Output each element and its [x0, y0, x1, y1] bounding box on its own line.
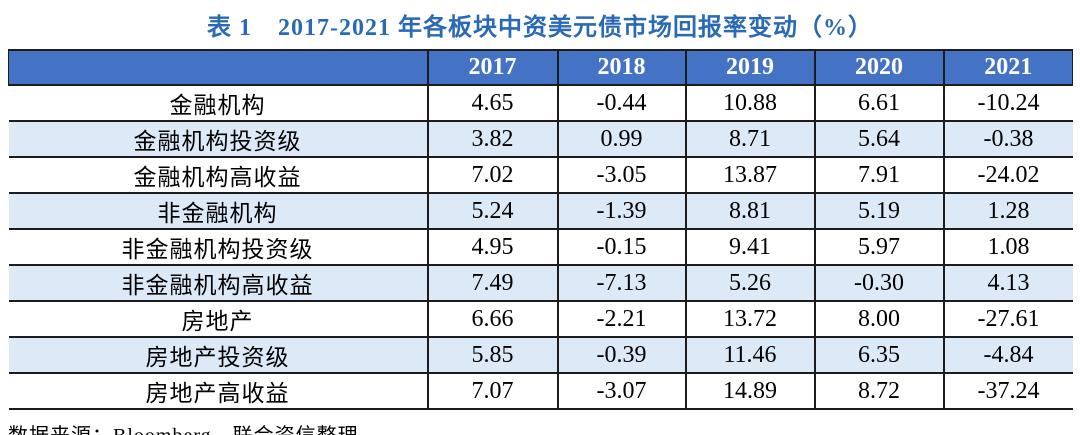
cell-value: 9.41 [684, 228, 815, 266]
cell-value: 7.91 [813, 156, 944, 194]
row-label: 金融机构 [8, 84, 428, 122]
cell-value: 6.35 [813, 336, 944, 374]
page: 表 1 2017-2021 年各板块中资美元债市场回报率变动（%） 2017 20… [0, 7, 1080, 435]
cell-value: -0.38 [942, 120, 1073, 158]
cell-value: 14.89 [684, 372, 815, 410]
header-year-2020: 2020 [813, 49, 944, 86]
table-row: 金融机构高收益 7.02 -3.05 13.87 7.91 -24.02 [8, 156, 1073, 194]
table-row: 金融机构投资级 3.82 0.99 8.71 5.64 -0.38 [8, 120, 1073, 158]
cell-value: 6.66 [426, 300, 558, 338]
header-corner-cell [8, 49, 428, 86]
cell-value: 7.49 [426, 264, 558, 302]
cell-value: 3.82 [426, 120, 558, 158]
row-label: 金融机构投资级 [8, 120, 428, 158]
data-source: 数据来源：Bloomberg，联合资信整理 [8, 419, 1080, 435]
cell-value: -10.24 [942, 84, 1073, 122]
cell-value: 4.65 [426, 84, 558, 122]
table-row: 房地产高收益 7.07 -3.07 14.89 8.72 -37.24 [8, 372, 1073, 410]
cell-value: 5.19 [813, 192, 944, 230]
cell-value: 5.64 [813, 120, 944, 158]
cell-value: 7.07 [426, 372, 558, 410]
row-label: 房地产投资级 [8, 336, 428, 374]
table-number: 表 1 [207, 15, 252, 41]
row-label: 非金融机构高收益 [8, 264, 428, 302]
cell-value: -24.02 [942, 156, 1073, 194]
cell-value: 8.00 [813, 300, 944, 338]
cell-value: 4.13 [942, 264, 1073, 302]
cell-value: -37.24 [942, 372, 1073, 410]
cell-value: 1.08 [942, 228, 1073, 266]
header-year-2021: 2021 [942, 49, 1073, 86]
cell-value: -3.07 [556, 372, 686, 410]
table-row: 金融机构 4.65 -0.44 10.88 6.61 -10.24 [8, 84, 1073, 122]
cell-value: -2.21 [556, 300, 686, 338]
table-header: 2017 2018 2019 2020 2021 [8, 49, 1073, 86]
cell-value: 13.87 [684, 156, 815, 194]
returns-table: 2017 2018 2019 2020 2021 金融机构 4.65 -0.44 10… [8, 49, 1073, 410]
table-title-text: 2017-2021 年各板块中资美元债市场回报率变动（%） [278, 15, 873, 41]
cell-value: 5.97 [813, 228, 944, 266]
cell-value: -7.13 [556, 264, 686, 302]
cell-value: -0.39 [556, 336, 686, 374]
table-row: 房地产 6.66 -2.21 13.72 8.00 -27.61 [8, 300, 1073, 338]
cell-value: 13.72 [684, 300, 815, 338]
table-body: 金融机构 4.65 -0.44 10.88 6.61 -10.24 金融机构投资级 3.82 0… [8, 84, 1073, 410]
table-row: 房地产投资级 5.85 -0.39 11.46 6.35 -4.84 [8, 336, 1073, 374]
header-row: 2017 2018 2019 2020 2021 [8, 49, 1073, 86]
row-label: 房地产高收益 [8, 372, 428, 410]
cell-value: -3.05 [556, 156, 686, 194]
cell-value: 8.71 [684, 120, 815, 158]
row-label: 非金融机构投资级 [8, 228, 428, 266]
table-row: 非金融机构高收益 7.49 -7.13 5.26 -0.30 4.13 [8, 264, 1073, 302]
cell-value: 4.95 [426, 228, 558, 266]
cell-value: 8.81 [684, 192, 815, 230]
cell-value: -1.39 [556, 192, 686, 230]
cell-value: 7.02 [426, 156, 558, 194]
row-label: 房地产 [8, 300, 428, 338]
table-row: 非金融机构 5.24 -1.39 8.81 5.19 1.28 [8, 192, 1073, 230]
cell-value: -27.61 [942, 300, 1073, 338]
cell-value: -0.30 [813, 264, 944, 302]
table-row: 非金融机构投资级 4.95 -0.15 9.41 5.97 1.08 [8, 228, 1073, 266]
cell-value: 11.46 [684, 336, 815, 374]
cell-value: 5.24 [426, 192, 558, 230]
cell-value: -0.15 [556, 228, 686, 266]
header-year-2019: 2019 [684, 49, 815, 86]
cell-value: -4.84 [942, 336, 1073, 374]
cell-value: 1.28 [942, 192, 1073, 230]
row-label: 非金融机构 [8, 192, 428, 230]
cell-value: -0.44 [556, 84, 686, 122]
cell-value: 5.26 [684, 264, 815, 302]
cell-value: 5.85 [426, 336, 558, 374]
cell-value: 0.99 [556, 120, 686, 158]
header-year-2017: 2017 [426, 49, 558, 86]
table-title: 表 1 2017-2021 年各板块中资美元债市场回报率变动（%） [0, 7, 1080, 42]
cell-value: 10.88 [684, 84, 815, 122]
row-label: 金融机构高收益 [8, 156, 428, 194]
header-year-2018: 2018 [556, 49, 686, 86]
cell-value: 8.72 [813, 372, 944, 410]
cell-value: 6.61 [813, 84, 944, 122]
